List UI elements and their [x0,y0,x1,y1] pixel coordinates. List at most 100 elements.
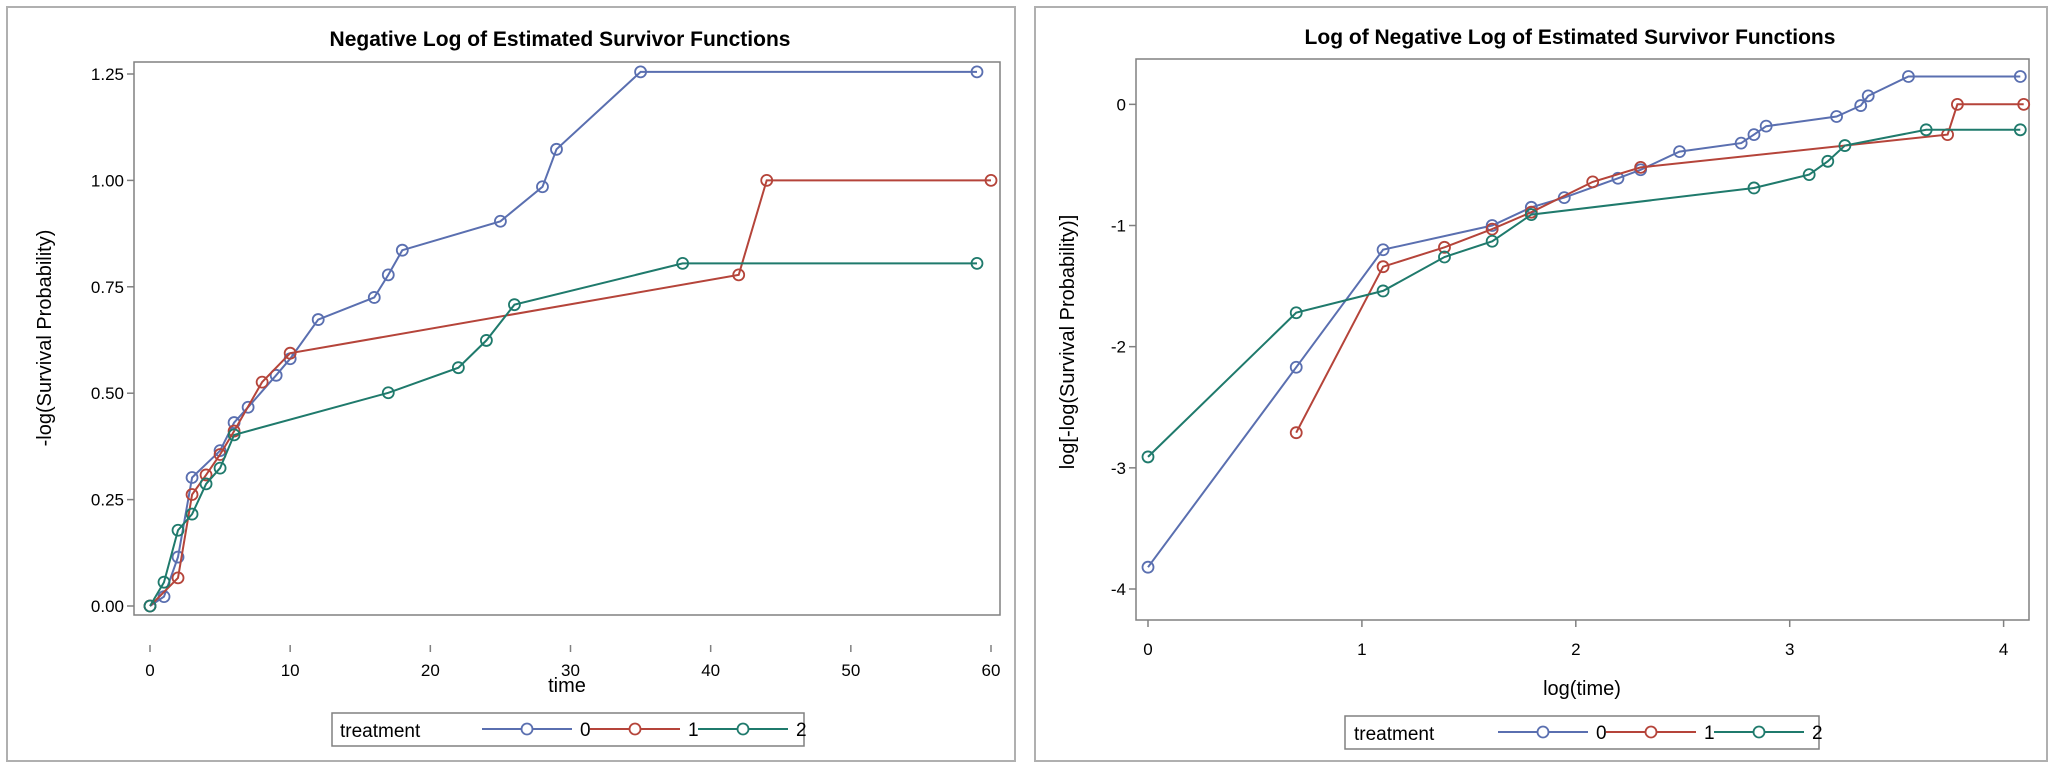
x-tick-label: 10 [281,661,300,680]
data-point-0 [185,471,199,484]
data-point-1 [1376,260,1390,274]
x-tick-label: 1 [1357,640,1366,659]
axis-ticks: 0 10 20 30 40 50 60 0.00 0.25 0.50 0.75 1.00 1.25 [91,65,1001,680]
data-point-0 [1734,136,1748,150]
axis-ticks: 0 1 2 3 4 0 -1 -2 -3 -4 [1111,95,2008,659]
legend-label-0: 0 [580,720,591,741]
y-tick-label: -4 [1111,580,1126,599]
data-point-2 [1802,168,1816,182]
data-point-1 [2017,97,2031,111]
chart-title: Log of Negative Log of Estimated Survivo… [1305,26,1836,49]
series-layer [1141,70,2031,574]
data-point-0 [1861,89,1875,103]
data-point-1 [1634,160,1648,174]
data-point-0 [381,268,395,282]
data-point-0 [1830,110,1843,123]
x-tick-label: 30 [561,661,580,680]
y-axis-label: log[-log(Survival Probability)] [1057,215,1079,470]
data-point-1 [1586,175,1600,189]
y-tick-label: 1.00 [91,171,124,190]
chart-right: Log of Negative Log of Estimated Survivo… [1057,26,2031,750]
data-point-0 [550,142,563,156]
data-point-2 [1747,181,1761,195]
chart-title: Negative Log of Estimated Survivor Funct… [330,28,791,51]
x-tick-label: 0 [1143,640,1152,659]
x-tick-label: 20 [421,661,440,680]
legend-label-0: 0 [1596,723,1607,744]
chart-panel-left: Negative Log of Estimated Survivor Funct… [6,6,1016,762]
data-point-2 [1289,306,1303,320]
data-point-2 [1821,154,1835,168]
series-line-0 [1147,75,2021,568]
data-point-2 [185,507,199,521]
data-point-1 [283,346,297,360]
legend-label-1: 1 [1704,723,1715,744]
y-tick-label: 0.75 [91,278,124,297]
data-point-2 [143,599,157,613]
chart-panel-right: Log of Negative Log of Estimated Survivo… [1034,6,2048,762]
data-point-0 [634,65,647,79]
data-point-1 [1951,97,1964,111]
data-point-2 [1919,123,1933,137]
y-tick-label: 0.50 [91,384,124,403]
x-tick-label: 60 [982,661,1001,680]
y-tick-label: 1.25 [91,65,124,84]
y-tick-label: -3 [1111,459,1126,478]
y-tick-label: 0 [1117,95,1126,114]
legend-marker-1 [628,722,642,736]
data-point-0 [1611,171,1625,185]
y-tick-label: 0.25 [91,491,124,510]
x-axis-label: time [548,675,586,697]
data-point-2 [1838,139,1852,152]
data-point-2 [227,428,241,442]
data-point-0 [311,313,325,326]
series-line-2 [149,262,977,607]
data-point-0 [494,214,507,228]
data-point-0 [171,550,185,564]
data-point-0 [1747,128,1761,142]
legend-marker-2 [736,722,750,736]
data-point-2 [451,361,465,375]
y-axis-label: -log(Survival Probability) [34,230,56,447]
data-point-2 [970,256,984,270]
legend-label-2: 2 [1812,723,1823,744]
x-tick-label: 40 [701,661,720,680]
data-point-2 [1524,208,1538,222]
legend-title: treatment [1354,724,1435,745]
data-point-1 [760,173,774,187]
data-point-0 [1376,243,1390,257]
data-point-1 [255,375,269,389]
data-point-2 [1376,284,1390,298]
data-point-0 [536,180,549,194]
data-point-2 [157,575,171,589]
x-tick-label: 3 [1785,640,1794,659]
series-layer [143,65,998,613]
data-point-1 [1485,222,1499,236]
data-point-1 [1289,426,1303,440]
data-point-0 [1289,360,1303,374]
series-line-0 [149,70,977,607]
data-point-0 [2013,70,2027,83]
x-tick-label: 2 [1571,640,1580,659]
y-tick-label: 0.00 [91,597,124,616]
data-point-0 [1485,219,1499,232]
plot-area [133,61,1001,616]
data-point-0 [1673,145,1686,159]
legend-label-2: 2 [796,720,807,741]
data-point-2 [676,256,690,270]
series-line-2 [1147,128,2021,458]
x-axis-label: log(time) [1543,678,1621,700]
data-point-1 [171,571,185,585]
data-point-2 [199,477,213,491]
x-tick-label: 0 [145,661,154,680]
legend-marker-2 [1752,725,1766,739]
legend-label-1: 1 [688,720,699,741]
data-point-2 [1485,234,1499,248]
x-tick-label: 50 [841,661,860,680]
data-point-0 [970,65,984,79]
data-point-0 [241,400,255,414]
legend: treatment 0 1 2 [1344,715,1823,750]
data-point-2 [479,334,493,347]
data-point-0 [1759,119,1773,133]
data-point-2 [508,298,521,312]
